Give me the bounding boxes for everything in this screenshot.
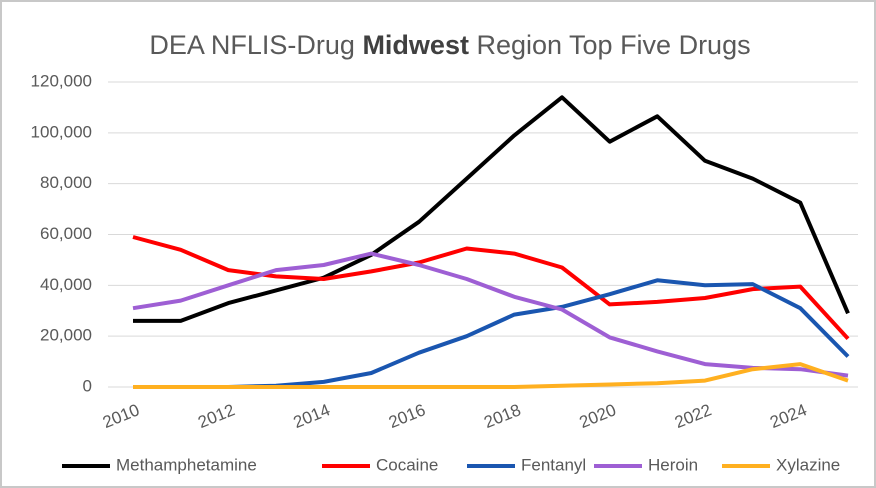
- y-tick-label: 120,000: [31, 71, 92, 90]
- y-tick-label: 40,000: [40, 275, 92, 294]
- series-line: [133, 95, 850, 323]
- legend-label: Heroin: [648, 455, 698, 474]
- series-line: [132, 251, 849, 378]
- y-tick-label: 100,000: [31, 122, 92, 141]
- series-line: [133, 362, 849, 389]
- y-tick-label: 0: [83, 376, 92, 395]
- chart-title: DEA NFLIS-Drug Midwest Region Top Five D…: [149, 30, 751, 60]
- legend-label: Fentanyl: [521, 455, 586, 474]
- y-tick-label: 20,000: [40, 326, 92, 345]
- y-tick-label: 60,000: [40, 224, 92, 243]
- legend-label: Methamphetamine: [116, 455, 257, 474]
- series-line: [132, 235, 850, 341]
- legend-label: Xylazine: [776, 455, 840, 474]
- y-tick-label: 80,000: [40, 173, 92, 192]
- legend-label: Cocaine: [376, 455, 438, 474]
